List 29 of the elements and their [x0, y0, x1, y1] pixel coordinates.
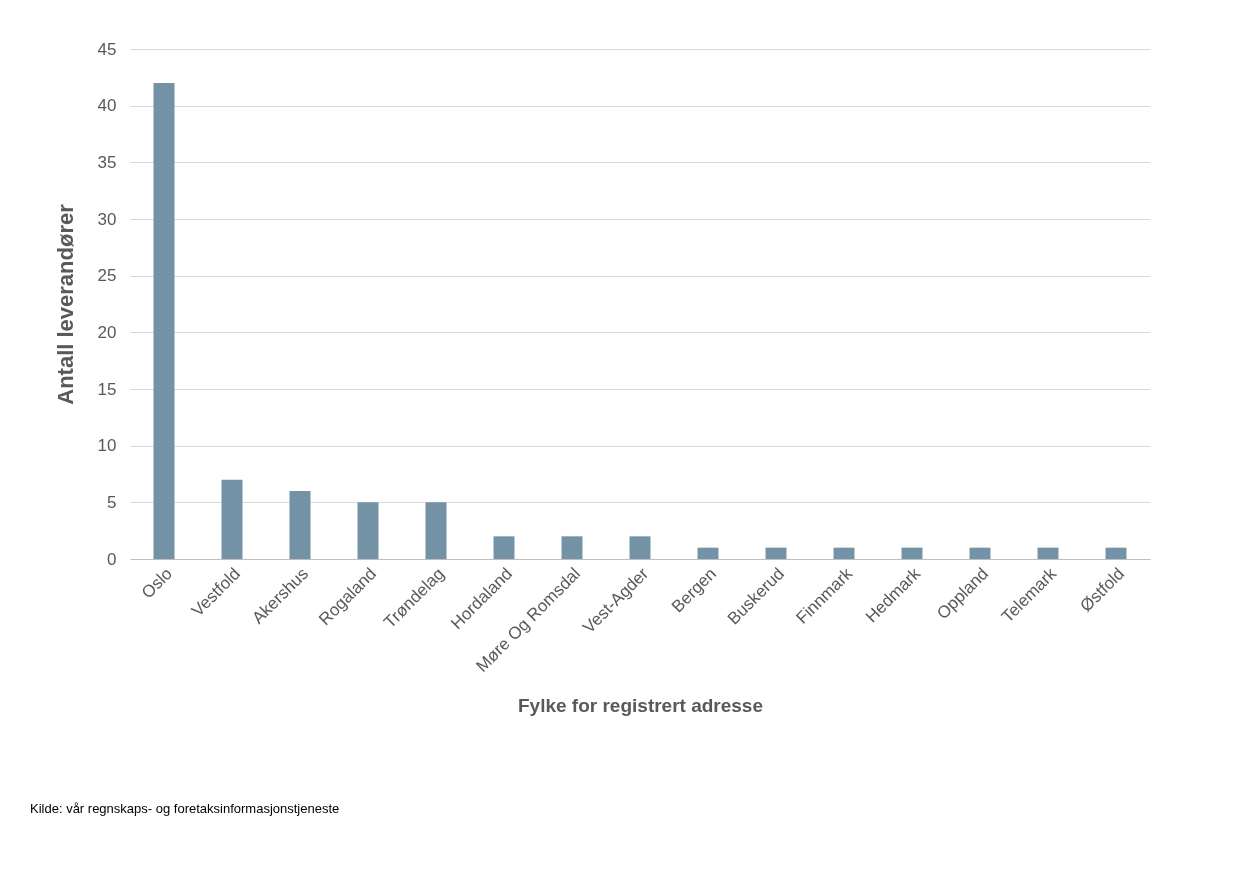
bar	[629, 536, 651, 559]
y-tick-label: 25	[97, 266, 117, 286]
y-tick-label: 40	[97, 96, 117, 116]
y-tick-label: 10	[97, 436, 117, 456]
bar	[425, 502, 447, 559]
y-tick-label: 15	[97, 379, 117, 399]
bar	[561, 536, 583, 559]
y-tick-label: 0	[107, 549, 117, 569]
text: Kilde: vår regnskaps- og foretaksinformasjonstjeneste	[30, 801, 340, 816]
y-tick-label: 20	[97, 322, 117, 342]
bar	[833, 547, 855, 559]
bar	[765, 547, 787, 559]
bar	[493, 536, 515, 559]
bar	[357, 502, 379, 559]
bar	[1105, 547, 1127, 559]
y-tick-label: 30	[97, 209, 117, 229]
x-tick-label: Oslo	[137, 564, 177, 603]
y-tick-label: 5	[107, 492, 117, 512]
y-tick-label: 45	[97, 39, 117, 59]
bar	[289, 491, 311, 559]
bar	[969, 547, 991, 559]
bar	[221, 479, 243, 559]
bar	[697, 547, 719, 559]
bar	[1037, 547, 1059, 559]
x-axis-title: Fylke for registrert adresse	[517, 695, 764, 717]
bar	[153, 83, 175, 559]
y-tick-label: 35	[97, 152, 117, 172]
y-axis-title: Antall leverandører	[52, 203, 78, 405]
bar	[901, 547, 923, 559]
